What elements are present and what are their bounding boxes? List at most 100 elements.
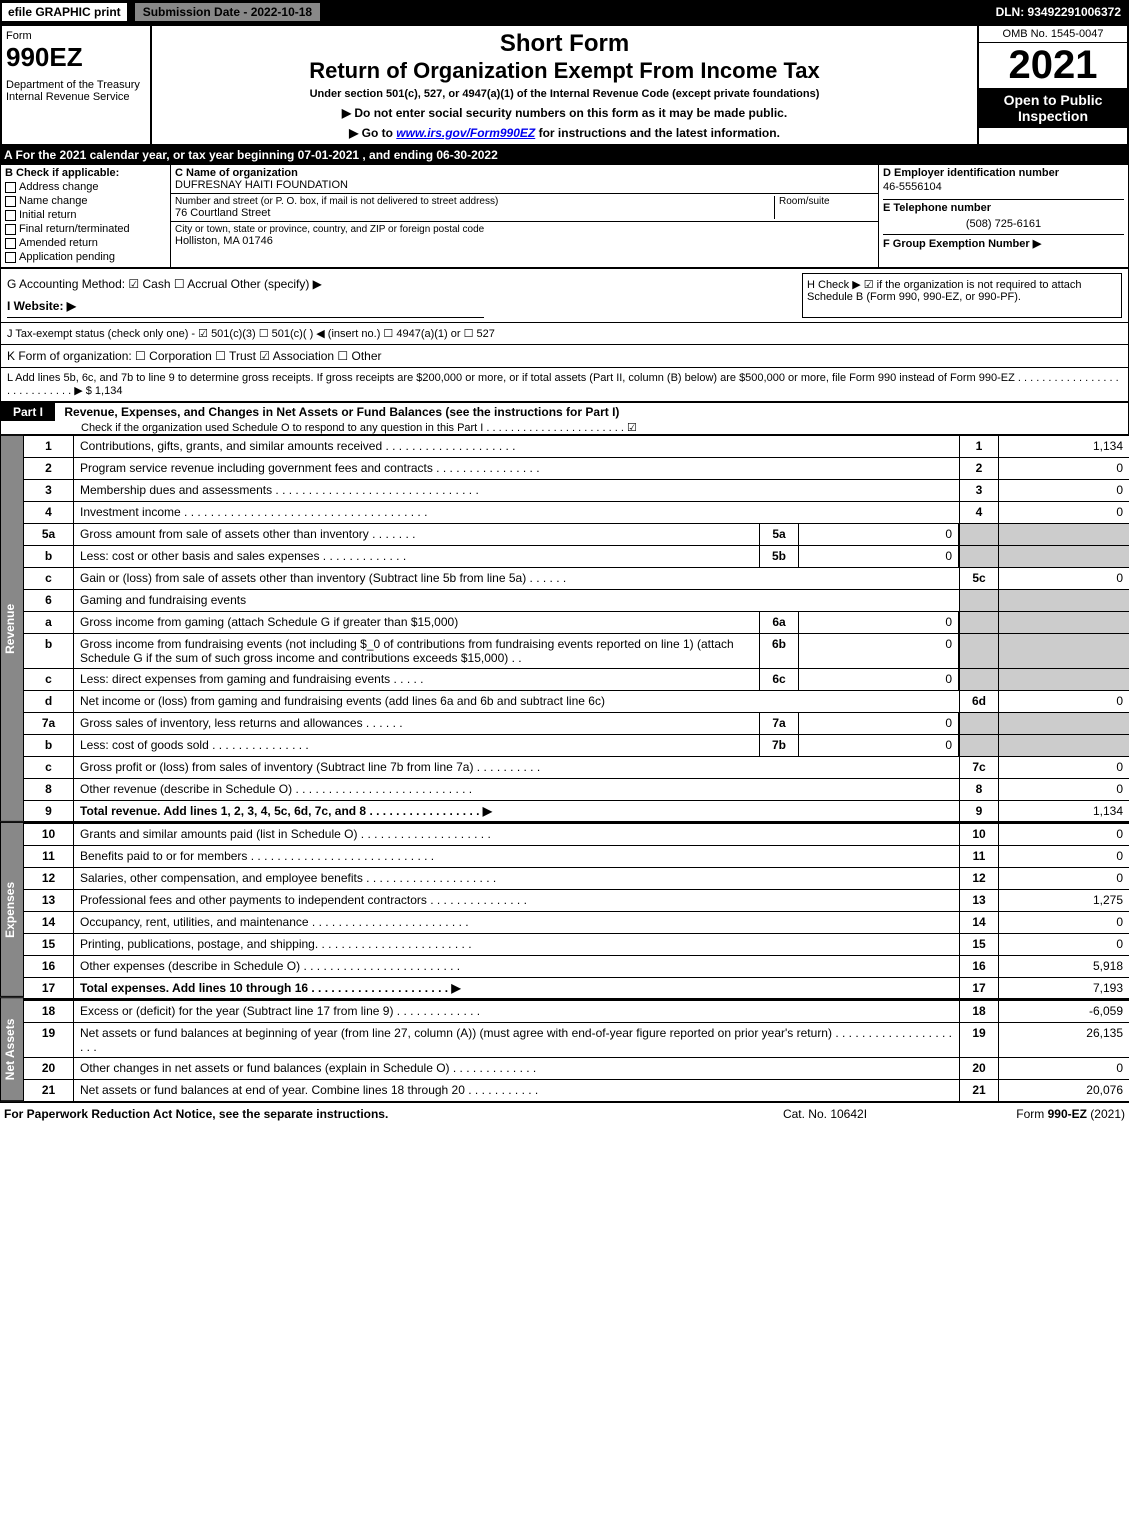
col-num-shade [959, 669, 999, 690]
form-title: Return of Organization Exempt From Incom… [156, 58, 973, 84]
line-num: b [24, 546, 74, 567]
line-desc: Net income or (loss) from gaming and fun… [74, 691, 959, 712]
line-desc: Total expenses. Add lines 10 through 16 … [74, 978, 959, 998]
line-desc: Gross income from fundraising events (no… [74, 634, 759, 668]
line-desc: Gain or (loss) from sale of assets other… [74, 568, 959, 589]
chk-application-pending-label: Application pending [19, 251, 115, 263]
side-tabs: Revenue Expenses Net Assets [0, 435, 24, 1101]
line-num: c [24, 757, 74, 778]
line-num: 13 [24, 890, 74, 911]
phone: (508) 725-6161 [883, 214, 1124, 234]
col-val: 0 [999, 1058, 1129, 1079]
chk-initial-return[interactable]: Initial return [5, 209, 166, 221]
line-desc: Benefits paid to or for members . . . . … [74, 846, 959, 867]
org-name-row: C Name of organization DUFRESNAY HAITI F… [171, 165, 878, 194]
room-label: Room/suite [779, 196, 874, 207]
col-val: 0 [999, 757, 1129, 778]
line-num: 8 [24, 779, 74, 800]
line-h: H Check ▶ ☑ if the organization is not r… [802, 273, 1122, 318]
sub-line-num: 7a [759, 713, 799, 734]
line-desc: Grants and similar amounts paid (list in… [74, 824, 959, 845]
line-l5b: bLess: cost or other basis and sales exp… [24, 545, 1129, 567]
col-num-shade [959, 735, 999, 756]
short-form-title: Short Form [156, 30, 973, 58]
col-num: 18 [959, 1001, 999, 1022]
line-l3: 3Membership dues and assessments . . . .… [24, 479, 1129, 501]
line-i: I Website: ▶ [7, 295, 484, 318]
line-num: 9 [24, 801, 74, 821]
col-num: 12 [959, 868, 999, 889]
chk-name-change[interactable]: Name change [5, 195, 166, 207]
chk-amended-return-label: Amended return [19, 237, 98, 249]
col-num-shade [959, 612, 999, 633]
top-bar: efile GRAPHIC print Submission Date - 20… [0, 0, 1129, 24]
col-val: 0 [999, 502, 1129, 523]
line-num: 3 [24, 480, 74, 501]
part-1-header: Part I Revenue, Expenses, and Changes in… [0, 402, 1129, 435]
line-desc: Excess or (deficit) for the year (Subtra… [74, 1001, 959, 1022]
line-l13: 13Professional fees and other payments t… [24, 889, 1129, 911]
col-num: 17 [959, 978, 999, 998]
mid-section: G Accounting Method: ☑ Cash ☐ Accrual Ot… [0, 268, 1129, 323]
col-val: 1,134 [999, 801, 1129, 821]
line-l9: 9Total revenue. Add lines 1, 2, 3, 4, 5c… [24, 800, 1129, 823]
line-desc: Program service revenue including govern… [74, 458, 959, 479]
chk-address-change-label: Address change [19, 181, 99, 193]
line-num: 1 [24, 436, 74, 457]
form-number: 990EZ [6, 42, 146, 73]
chk-address-change[interactable]: Address change [5, 181, 166, 193]
col-num: 5c [959, 568, 999, 589]
footer-right-post: (2021) [1087, 1107, 1125, 1121]
street: 76 Courtland Street [175, 207, 774, 219]
sub-line-val: 0 [799, 524, 959, 545]
chk-name-change-label: Name change [19, 195, 88, 207]
line-num: c [24, 568, 74, 589]
col-val-shade [999, 590, 1129, 611]
col-num: 21 [959, 1080, 999, 1101]
sub-line-num: 6a [759, 612, 799, 633]
line-desc: Less: cost or other basis and sales expe… [74, 546, 759, 567]
col-num: 10 [959, 824, 999, 845]
chk-final-return[interactable]: Final return/terminated [5, 223, 166, 235]
box-c: C Name of organization DUFRESNAY HAITI F… [171, 165, 878, 267]
tab-expenses: Expenses [0, 822, 24, 997]
line-desc: Professional fees and other payments to … [74, 890, 959, 911]
part-1-label: Part I [1, 403, 55, 421]
dln: DLN: 93492291006372 [988, 3, 1129, 21]
chk-application-pending[interactable]: Application pending [5, 251, 166, 263]
col-num: 2 [959, 458, 999, 479]
department: Department of the Treasury Internal Reve… [6, 79, 146, 103]
line-l2: 2Program service revenue including gover… [24, 457, 1129, 479]
irs-link[interactable]: www.irs.gov/Form990EZ [396, 126, 535, 140]
sub-line-num: 5a [759, 524, 799, 545]
sub-line-val: 0 [799, 735, 959, 756]
line-desc: Gross profit or (loss) from sales of inv… [74, 757, 959, 778]
col-num: 11 [959, 846, 999, 867]
line-desc: Other expenses (describe in Schedule O) … [74, 956, 959, 977]
line-num: 17 [24, 978, 74, 998]
line-l18: 18Excess or (deficit) for the year (Subt… [24, 1000, 1129, 1022]
footer-right: Form 990-EZ (2021) [925, 1107, 1125, 1121]
col-num: 14 [959, 912, 999, 933]
tab-revenue: Revenue [0, 435, 24, 822]
sub-line-num: 5b [759, 546, 799, 567]
line-desc: Other changes in net assets or fund bala… [74, 1058, 959, 1079]
col-num: 9 [959, 801, 999, 821]
line-num: 7a [24, 713, 74, 734]
line-num: 15 [24, 934, 74, 955]
line-l6c: cLess: direct expenses from gaming and f… [24, 668, 1129, 690]
col-val: 0 [999, 779, 1129, 800]
line-l5a: 5aGross amount from sale of assets other… [24, 523, 1129, 545]
footer: For Paperwork Reduction Act Notice, see … [0, 1101, 1129, 1125]
line-l4: 4Investment income . . . . . . . . . . .… [24, 501, 1129, 523]
chk-initial-return-label: Initial return [19, 209, 76, 221]
group-exempt-label: F Group Exemption Number ▶ [883, 234, 1124, 250]
part-1-check: Check if the organization used Schedule … [1, 421, 1128, 434]
col-val: 1,134 [999, 436, 1129, 457]
efile-print-button[interactable]: efile GRAPHIC print [0, 1, 129, 23]
line-desc: Less: cost of goods sold . . . . . . . .… [74, 735, 759, 756]
line-l6a: aGross income from gaming (attach Schedu… [24, 611, 1129, 633]
line-num: c [24, 669, 74, 690]
chk-amended-return[interactable]: Amended return [5, 237, 166, 249]
col-val: 0 [999, 480, 1129, 501]
